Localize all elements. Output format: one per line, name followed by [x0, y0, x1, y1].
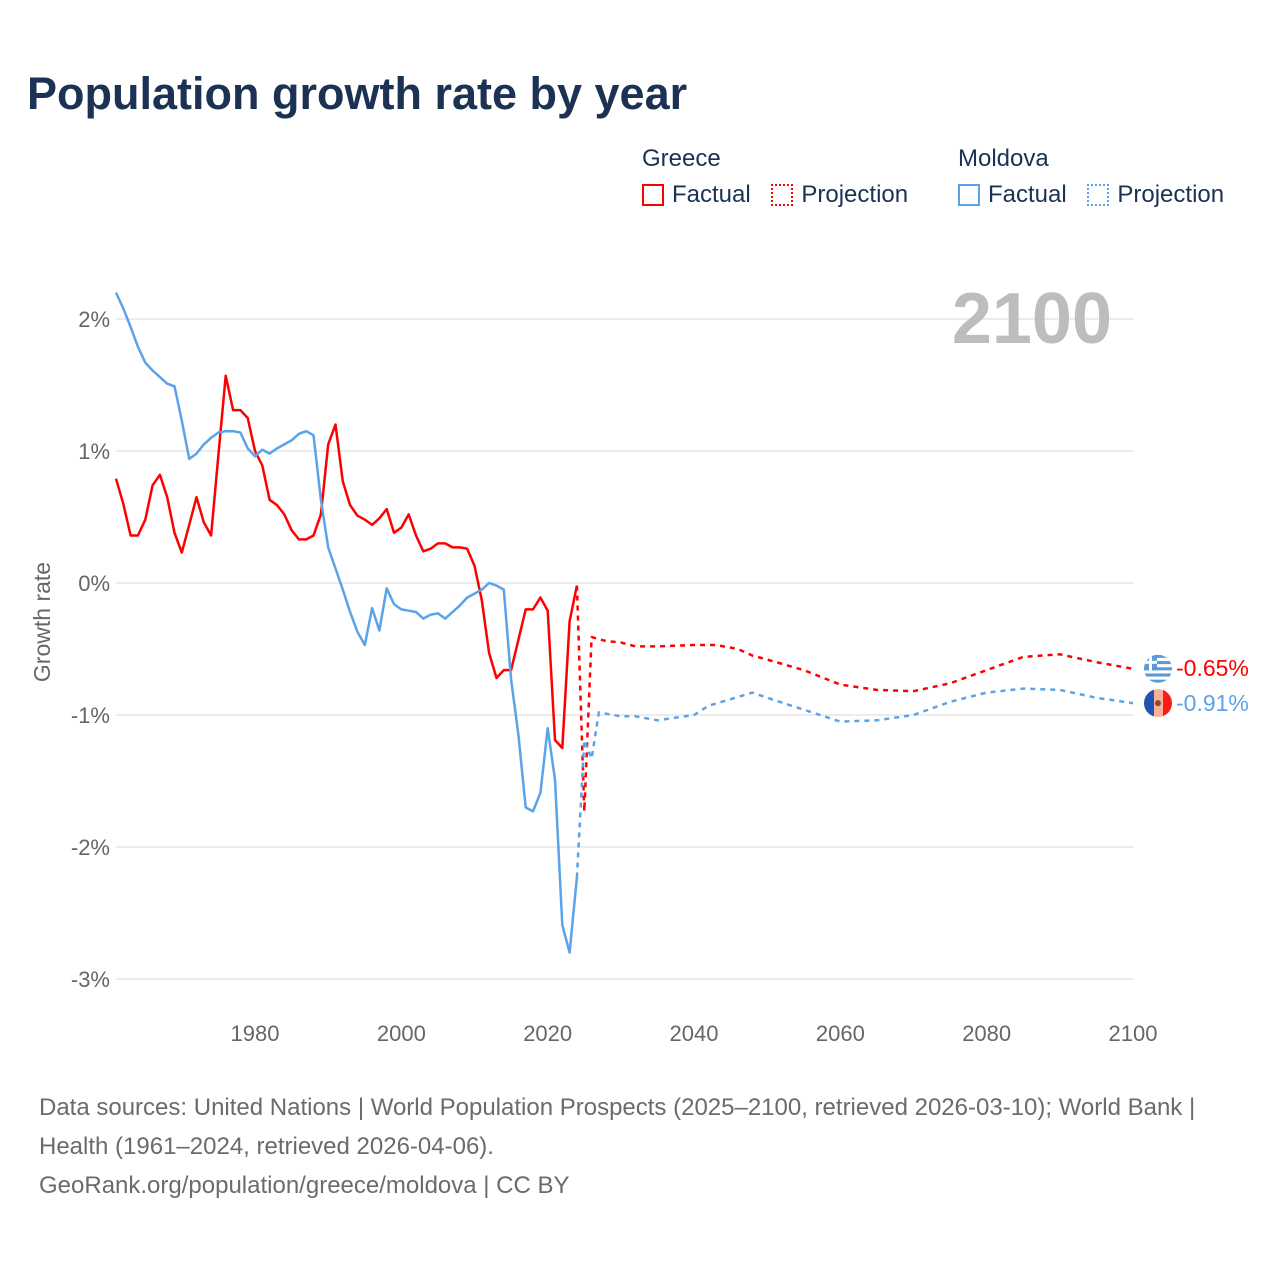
- series-line-moldova-projection: [575, 687, 1134, 878]
- solid-swatch-icon: [642, 184, 664, 206]
- flag-stripe: [1144, 670, 1172, 674]
- legend-greece: Greece Factual Projection: [642, 145, 922, 213]
- y-tick-label: 2%: [78, 307, 110, 332]
- flag-shape: [1144, 654, 1172, 683]
- dotted-swatch-icon: [1087, 184, 1110, 206]
- y-tick-label: 0%: [78, 571, 110, 596]
- legend-label: Factual: [672, 181, 751, 208]
- end-value-label: -0.65%: [1176, 655, 1249, 681]
- flag-stripe: [1144, 657, 1172, 662]
- legend-label: Factual: [988, 181, 1067, 208]
- legend-label: Projection: [801, 181, 909, 208]
- x-tick-label: 2040: [670, 1021, 719, 1046]
- series-line-moldova-factual: [114, 292, 579, 954]
- flag-stripe: [1144, 689, 1154, 718]
- flag-stripe: [1144, 679, 1172, 683]
- chart-plot: 2% 1% 0% -1% -2% -3% 1980 2000 2020 2040 2060 2080 2…: [29, 279, 1249, 1046]
- flag-stripe: [1144, 664, 1172, 668]
- legend-label: Projection: [1117, 181, 1225, 208]
- source-text: Data sources: United Nations | World Pop…: [39, 1094, 1196, 1160]
- flag-emblem: [1155, 700, 1161, 707]
- series-line-greece-factual: [114, 374, 579, 750]
- legend-greece-factual[interactable]: Factual: [642, 181, 751, 209]
- flag-stripe: [1144, 676, 1172, 681]
- greece-flag-icon: [1144, 654, 1172, 683]
- source-link[interactable]: GeoRank.org/population/greece/moldova | …: [39, 1172, 570, 1199]
- y-tick-label: -1%: [71, 703, 110, 728]
- x-tick-label: 2100: [1109, 1021, 1158, 1046]
- source-note: Data sources: United Nations | World Pop…: [39, 1088, 1239, 1205]
- legend-moldova-projection[interactable]: Projection: [1087, 181, 1224, 209]
- solid-swatch-icon: [958, 184, 980, 206]
- y-axis-label: Growth rate: [29, 562, 55, 682]
- end-value-label: -0.91%: [1176, 690, 1249, 716]
- y-tick-label: -2%: [71, 835, 110, 860]
- flag-stripe: [1144, 667, 1172, 671]
- legend-moldova-factual[interactable]: Factual: [958, 181, 1067, 209]
- legend-greece-projection[interactable]: Projection: [771, 181, 908, 209]
- flag-stripe: [1144, 673, 1172, 678]
- flag-stripe: [1144, 661, 1172, 665]
- flag-stripe: [1144, 654, 1172, 659]
- dotted-swatch-icon: [771, 184, 794, 206]
- x-tick-label: 2080: [962, 1021, 1011, 1046]
- series-line-greece-projection: [575, 585, 1134, 813]
- x-tick-label: 2060: [816, 1021, 865, 1046]
- legend-group-label: Moldova: [958, 145, 1049, 172]
- year-watermark: 2100: [952, 279, 1112, 359]
- y-tick-label: 1%: [78, 439, 110, 464]
- flag-shape: [1144, 689, 1172, 718]
- legend-group-label: Greece: [642, 145, 721, 172]
- legend-moldova: Moldova Factual Projection: [958, 145, 1238, 213]
- x-tick-label: 2000: [377, 1021, 426, 1046]
- x-tick-label: 1980: [231, 1021, 280, 1046]
- flag-cross: [1149, 654, 1152, 671]
- chart-title: Population growth rate by year: [27, 68, 688, 119]
- moldova-flag-icon: [1144, 689, 1172, 718]
- x-tick-label: 2020: [523, 1021, 572, 1046]
- y-tick-label: -3%: [71, 967, 110, 992]
- flag-stripe: [1163, 689, 1172, 718]
